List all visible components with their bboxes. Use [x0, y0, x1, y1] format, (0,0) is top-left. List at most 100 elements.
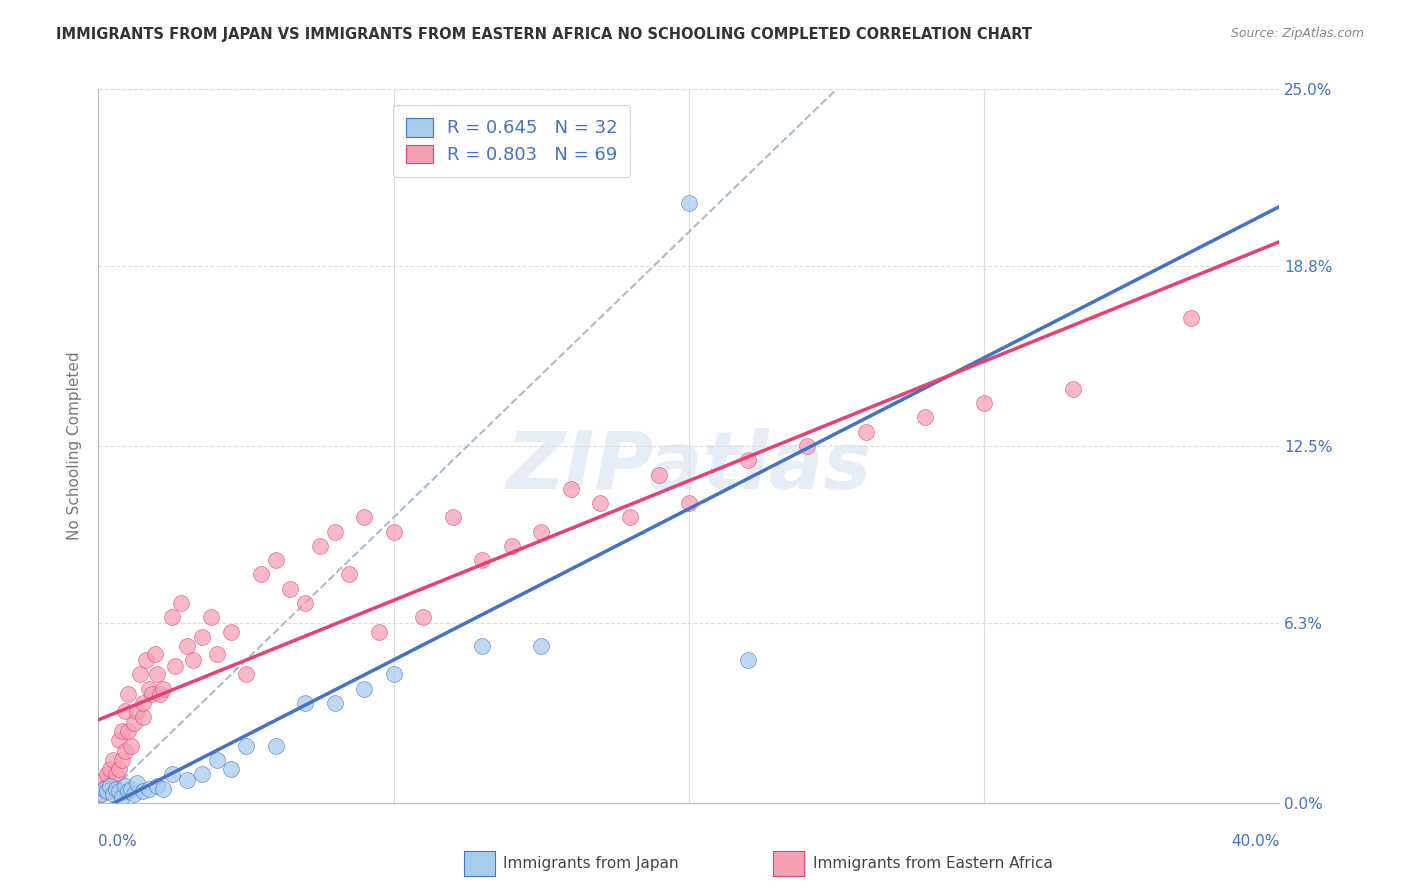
Point [132, 784, 155, 798]
Point [412, 610, 434, 624]
Point [471, 639, 494, 653]
Point [339, 567, 360, 582]
Point [146, 779, 169, 793]
Point [1180, 310, 1202, 325]
Point [149, 687, 172, 701]
Point [648, 467, 671, 482]
Point [114, 744, 136, 758]
Point [141, 687, 163, 701]
Point [165, 658, 187, 673]
Point [103, 776, 125, 790]
Point [98, 762, 121, 776]
Point [138, 781, 160, 796]
Point [737, 653, 759, 667]
Point [250, 567, 273, 582]
Point [323, 524, 346, 539]
Point [117, 784, 139, 798]
Text: Source: ZipAtlas.com: Source: ZipAtlas.com [1230, 27, 1364, 40]
Point [191, 767, 214, 781]
Point [117, 724, 139, 739]
Point [170, 596, 193, 610]
Point [105, 781, 128, 796]
Point [235, 667, 257, 681]
Point [108, 733, 131, 747]
Point [176, 772, 198, 787]
Point [120, 781, 142, 796]
Point [108, 762, 131, 776]
Point [737, 453, 759, 467]
Point [90, 787, 112, 801]
Point [114, 705, 136, 719]
Point [120, 739, 142, 753]
Point [1062, 382, 1084, 396]
Point [181, 653, 204, 667]
Point [111, 790, 134, 805]
Point [96, 779, 118, 793]
Point [294, 696, 316, 710]
Point [132, 696, 155, 710]
Point [205, 753, 228, 767]
Point [368, 624, 391, 639]
Point [122, 715, 145, 730]
Point [191, 630, 214, 644]
Point [323, 696, 346, 710]
Point [143, 648, 166, 662]
Point [176, 639, 198, 653]
Point [221, 762, 243, 776]
Point [98, 779, 121, 793]
Point [353, 681, 375, 696]
Point [471, 553, 494, 567]
Point [162, 610, 183, 624]
Point [135, 653, 157, 667]
Point [146, 667, 169, 681]
Point [441, 510, 464, 524]
Point [103, 753, 125, 767]
Point [678, 196, 700, 211]
Point [105, 767, 128, 781]
Point [98, 784, 121, 798]
Point [128, 667, 150, 681]
Point [382, 667, 405, 681]
Point [111, 753, 134, 767]
Point [382, 524, 405, 539]
Point [114, 779, 136, 793]
Point [152, 681, 174, 696]
Text: 0.0%: 0.0% [98, 834, 138, 849]
Y-axis label: No Schooling Completed: No Schooling Completed [67, 351, 83, 541]
Point [93, 781, 115, 796]
Point [501, 539, 523, 553]
Text: 40.0%: 40.0% [1232, 834, 1279, 849]
Point [914, 410, 936, 425]
Point [619, 510, 641, 524]
Point [530, 524, 553, 539]
Point [796, 439, 818, 453]
Point [589, 496, 612, 510]
Text: IMMIGRANTS FROM JAPAN VS IMMIGRANTS FROM EASTERN AFRICA NO SCHOOLING COMPLETED C: IMMIGRANTS FROM JAPAN VS IMMIGRANTS FROM… [56, 27, 1032, 42]
Point [105, 781, 128, 796]
Point [221, 624, 243, 639]
Point [278, 582, 302, 596]
Point [855, 425, 877, 439]
Point [103, 787, 125, 801]
Point [309, 539, 332, 553]
Point [122, 787, 145, 801]
Legend: R = 0.645   N = 32, R = 0.803   N = 69: R = 0.645 N = 32, R = 0.803 N = 69 [394, 105, 630, 177]
Point [93, 781, 115, 796]
Point [678, 496, 700, 510]
Point [93, 772, 115, 787]
Point [235, 739, 257, 753]
Point [294, 596, 316, 610]
Point [111, 724, 134, 739]
Point [264, 553, 287, 567]
Point [353, 510, 375, 524]
Point [162, 767, 183, 781]
Point [200, 610, 222, 624]
Point [973, 396, 995, 410]
Point [117, 687, 139, 701]
Text: Immigrants from Japan: Immigrants from Japan [503, 856, 679, 871]
Text: Immigrants from Eastern Africa: Immigrants from Eastern Africa [813, 856, 1053, 871]
Point [125, 776, 148, 790]
Point [132, 710, 155, 724]
Text: ZIPatlas: ZIPatlas [506, 428, 872, 507]
Point [108, 784, 131, 798]
